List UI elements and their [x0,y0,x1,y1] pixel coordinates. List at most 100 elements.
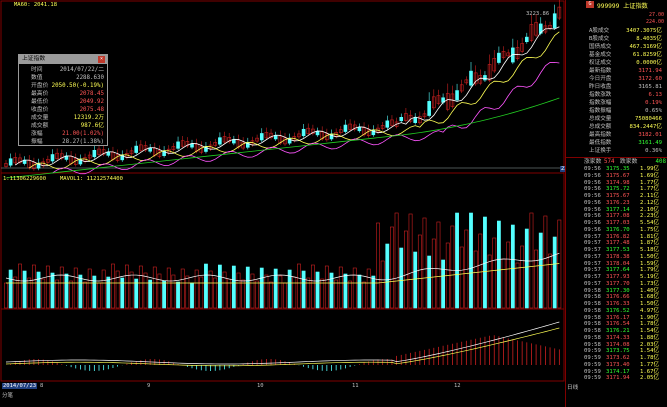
stat-label: B股成交 [589,36,610,42]
macd-dif-line [5,321,560,365]
volume-bar [190,282,194,309]
candle-body [213,142,218,146]
tick-row: 09:56 3177.14 2.10亿 [584,207,664,215]
volume-bar [473,250,478,309]
tick-row: 09:57 3178.38 1.50亿 [584,254,664,262]
candle-body [311,128,315,134]
tick-time: 09:59 [584,375,601,382]
candle-body [492,58,497,72]
volume-bar [120,277,125,309]
tick-row: 09:56 3177.08 2.23亿 [584,213,664,221]
popup-row-value: 12319.2万 [73,115,104,121]
tick-time: 09:57 [584,233,601,240]
volume-bar [134,278,139,309]
stat-row: 国债成交 467.3169亿 [566,44,667,51]
tick-time: 09:56 [584,226,601,233]
stat-value: 61.8259亿 [632,52,662,58]
volume-bar [390,226,394,309]
tick-row: 09:58 3176.66 1.68亿 [584,294,664,302]
tick-time: 09:57 [584,260,601,267]
volume-bar [245,266,250,309]
candle-body [557,6,562,19]
volume-bar [534,249,539,309]
volume-bar [166,267,171,309]
tick-time: 09:58 [584,328,601,334]
volume-bar [301,270,306,309]
tick-price: 3176.70 [606,226,630,233]
volume-bar [92,275,97,309]
stat-value: 3161.49 [638,140,662,146]
tick-row: 09:56 3176.23 2.12亿 [584,200,664,208]
popup-title-bar[interactable]: 上证指数 × [19,55,107,64]
bar-info-popup[interactable]: 上证指数 × 时间 2014/07/22/二 数值 2288.630 开盘价 2050.5… [18,54,108,146]
tick-amount: 2.03亿 [640,341,660,348]
tick-row: 09:58 3176.17 1.90亿 [584,315,664,323]
volume-bar [101,269,106,309]
volume-bar [231,265,236,309]
stat-row: 最高指数 3182.01 [566,132,667,139]
candle-body [501,51,506,58]
stat-value: 8.4035亿 [636,36,662,42]
volume-bar [59,266,64,309]
popup-row: 数值 2288.630 [19,74,107,82]
candle-body [445,93,450,110]
tick-time: 09:58 [584,321,601,328]
candle-body [338,129,343,133]
candle-body [227,136,231,143]
popup-row-value: 28.27(1.38%) [62,139,104,145]
volume-panel-frame [0,172,565,310]
kline-chart-svg[interactable] [0,0,565,407]
volume-bar [259,267,264,309]
volume-bar [315,271,320,309]
candle-body [552,13,557,29]
volume-label: 1:11306229600 [3,176,47,182]
ma10-line [29,31,560,170]
x-tick-9: 9 [147,383,151,389]
tick-time: 09:59 [584,368,601,375]
kline-chart-area[interactable]: MA60: 2041.18 3223.86 2286.6 1:113062296… [0,0,582,407]
tick-row: 09:56 3174.98 1.77亿 [584,180,664,188]
stat-value: 0.19% [645,100,662,106]
candle-body [515,47,520,59]
tick-amount: 1.81亿 [640,233,660,240]
tick-amount: 1.78亿 [640,321,660,328]
tick-row: 09:58 3174.08 2.03亿 [584,342,664,350]
bottom-tab[interactable]: 分笔 [2,393,14,399]
popup-row-label: 涨幅 [31,131,43,137]
tick-time: 09:58 [584,334,601,341]
volume-bar [478,233,483,309]
tick-row: 09:57 3177.64 1.79亿 [584,267,664,275]
volume-bar [371,275,376,309]
close-icon[interactable]: × [98,56,105,63]
tick-amount: 2.10亿 [640,206,660,213]
stat-value: 3165.81 [638,84,662,90]
tick-amount: 5.54亿 [640,220,660,226]
volume-bar [552,236,557,309]
popup-row-label: 成交量 [31,115,49,121]
sidebar-title: 999999 上证指数 [597,3,648,10]
up-label: 涨家数 [584,159,602,165]
candle-body [273,135,278,140]
tick-time: 09:56 [584,172,601,179]
tick-row: 09:57 3177.53 5.18亿 [584,247,664,255]
tick-price: 3176.21 [606,328,630,334]
tick-price: 3177.03 [606,220,630,226]
tick-time: 09:59 [584,355,601,361]
volume-bar [366,268,371,309]
tick-row: 09:59 3171.94 2.05亿 [584,375,664,383]
volume-bar [506,241,511,309]
candle-body [8,158,13,166]
volume-bar [297,263,301,309]
volume-bar [413,251,418,309]
candle-body [129,150,134,155]
volume-bar [13,276,18,309]
volume-bar [185,275,190,309]
volume-bar [529,212,534,309]
sidebar-bottom-label[interactable]: 日线 [567,385,579,391]
volume-bar [324,265,329,309]
candle-body [427,101,431,116]
candle-body [139,144,143,151]
volume-bar [441,259,446,309]
sidebar-tab-icon[interactable]: G [586,1,594,8]
tick-time: 09:58 [584,294,601,301]
